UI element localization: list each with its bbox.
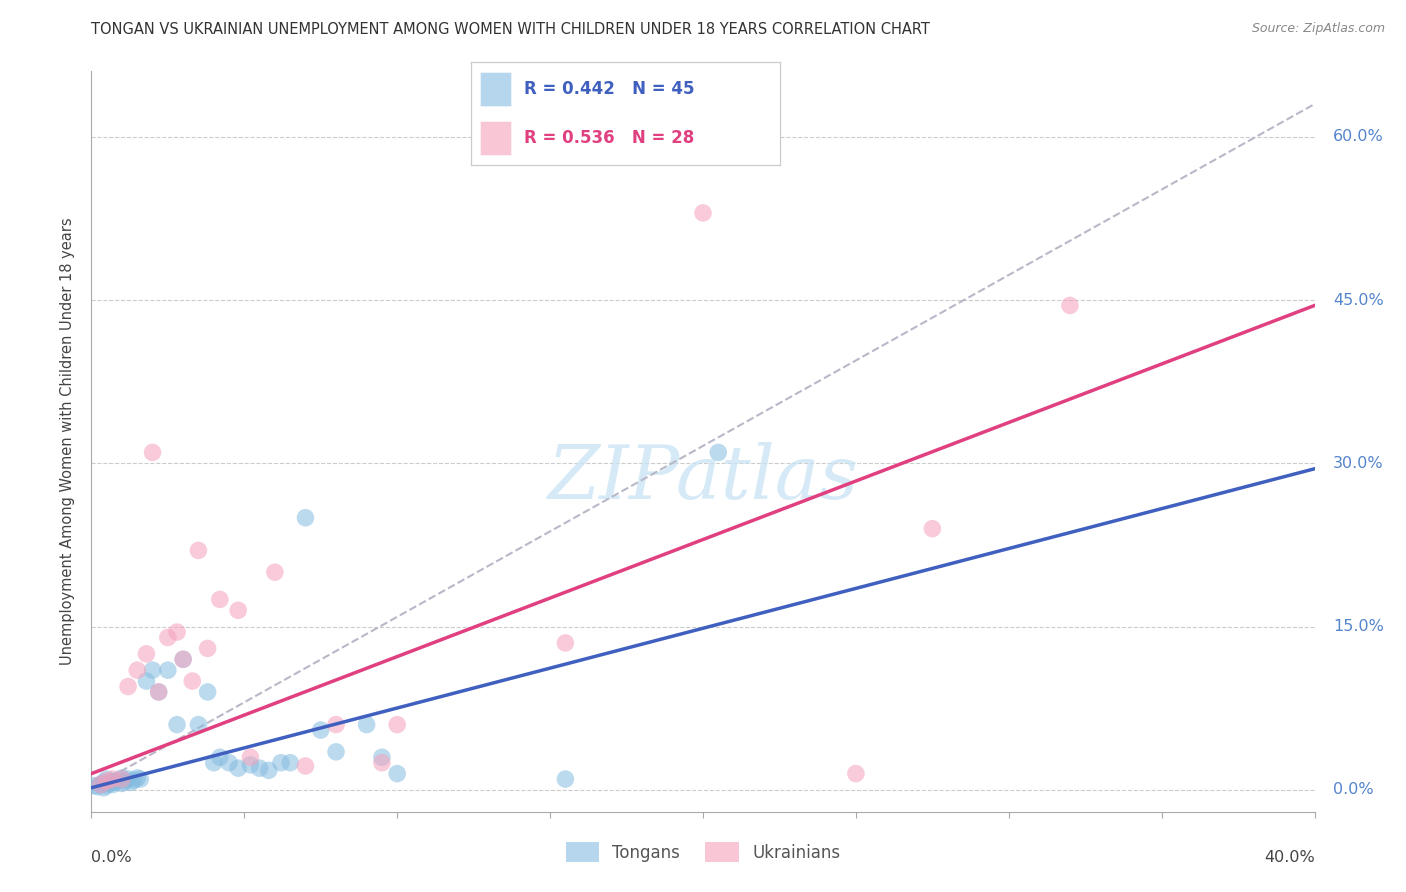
Point xyxy=(127,771,149,785)
Text: TONGAN VS UKRAINIAN UNEMPLOYMENT AMONG WOMEN WITH CHILDREN UNDER 18 YEARS CORREL: TONGAN VS UKRAINIAN UNEMPLOYMENT AMONG W… xyxy=(91,22,931,37)
Legend: Tongans, Ukrainians: Tongans, Ukrainians xyxy=(558,834,848,870)
Point xyxy=(96,779,118,793)
Point xyxy=(127,663,149,677)
Point xyxy=(309,723,332,737)
Point xyxy=(156,631,179,645)
Point xyxy=(120,775,142,789)
Point xyxy=(104,775,127,789)
Point xyxy=(208,750,231,764)
Point xyxy=(101,774,124,789)
Point xyxy=(1059,298,1081,312)
Y-axis label: Unemployment Among Women with Children Under 18 years: Unemployment Among Women with Children U… xyxy=(60,218,76,665)
Point xyxy=(325,717,347,731)
Point xyxy=(101,772,124,786)
Point xyxy=(707,445,730,459)
Point xyxy=(141,663,163,677)
Point xyxy=(135,647,157,661)
Point xyxy=(117,772,139,786)
Point xyxy=(226,603,249,617)
Point xyxy=(96,772,118,786)
Point xyxy=(270,756,292,770)
Point xyxy=(111,771,134,785)
Point xyxy=(111,776,134,790)
Point xyxy=(208,592,231,607)
Point xyxy=(108,773,131,788)
Point xyxy=(294,759,316,773)
Point xyxy=(86,780,108,794)
Point xyxy=(148,685,170,699)
Text: 60.0%: 60.0% xyxy=(1333,129,1384,145)
Point xyxy=(187,543,209,558)
Point xyxy=(239,758,262,772)
Text: 45.0%: 45.0% xyxy=(1333,293,1384,308)
Point xyxy=(264,565,287,579)
Point xyxy=(114,774,136,789)
Point xyxy=(692,206,714,220)
Text: 30.0%: 30.0% xyxy=(1333,456,1384,471)
Point xyxy=(356,717,378,731)
Point xyxy=(172,652,194,666)
Text: 40.0%: 40.0% xyxy=(1264,850,1315,865)
Point xyxy=(111,772,134,786)
Point xyxy=(101,777,124,791)
Text: R = 0.536   N = 28: R = 0.536 N = 28 xyxy=(523,128,693,147)
Text: Source: ZipAtlas.com: Source: ZipAtlas.com xyxy=(1251,22,1385,36)
Point xyxy=(83,779,105,793)
Point xyxy=(197,641,219,656)
Point xyxy=(325,745,347,759)
Point xyxy=(218,756,240,770)
Point xyxy=(117,680,139,694)
Text: R = 0.442   N = 45: R = 0.442 N = 45 xyxy=(523,79,695,97)
Point xyxy=(202,756,225,770)
Point xyxy=(371,756,394,770)
Point xyxy=(385,766,409,780)
Point xyxy=(921,522,943,536)
Text: 0.0%: 0.0% xyxy=(1333,782,1374,797)
Point xyxy=(129,772,152,786)
Point xyxy=(141,445,163,459)
Point xyxy=(93,775,115,789)
Text: 15.0%: 15.0% xyxy=(1333,619,1384,634)
Point xyxy=(172,652,194,666)
Point xyxy=(93,780,115,795)
Point xyxy=(278,756,301,770)
Point xyxy=(385,717,409,731)
Point xyxy=(90,777,112,791)
Point xyxy=(181,674,204,689)
Bar xyxy=(481,71,512,105)
Point xyxy=(371,750,394,764)
Point xyxy=(554,636,576,650)
Point xyxy=(554,772,576,786)
Point xyxy=(166,717,188,731)
Point xyxy=(90,777,112,791)
Text: ZIPatlas: ZIPatlas xyxy=(547,442,859,515)
Bar xyxy=(481,121,512,155)
Point xyxy=(249,761,271,775)
Point xyxy=(226,761,249,775)
Point xyxy=(294,510,316,524)
Point xyxy=(148,685,170,699)
Point xyxy=(239,750,262,764)
Point xyxy=(135,674,157,689)
Point xyxy=(98,776,121,790)
Point xyxy=(197,685,219,699)
Point xyxy=(96,774,118,789)
Point xyxy=(187,717,209,731)
Point xyxy=(166,625,188,640)
Point xyxy=(122,773,145,788)
Point xyxy=(845,766,868,780)
Point xyxy=(257,764,280,778)
Point xyxy=(156,663,179,677)
Text: 0.0%: 0.0% xyxy=(91,850,132,865)
